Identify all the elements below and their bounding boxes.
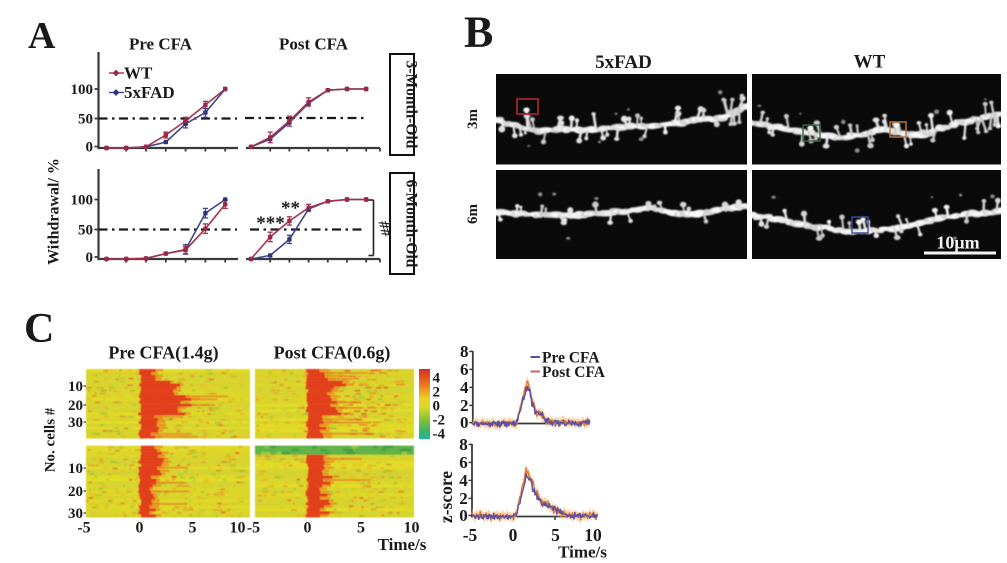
svg-text:50: 50: [78, 223, 93, 239]
svg-text:-5: -5: [247, 520, 260, 537]
svg-text:0: 0: [86, 140, 94, 156]
svg-text:z-score: z-score: [436, 471, 456, 523]
svg-text:30: 30: [68, 415, 83, 431]
svg-text:5: 5: [551, 525, 560, 545]
svg-text:0: 0: [509, 525, 518, 545]
svg-text:Time/s: Time/s: [558, 543, 607, 562]
svg-text:0: 0: [304, 520, 312, 537]
svg-text:100: 100: [71, 193, 94, 209]
svg-text:-5: -5: [463, 525, 478, 545]
svg-text:50: 50: [78, 112, 93, 128]
svg-text:3-Month-Old: 3-Month-Old: [403, 61, 420, 149]
svg-text:5xFAD: 5xFAD: [124, 83, 175, 102]
svg-text:10: 10: [404, 520, 420, 537]
svg-text:0: 0: [459, 506, 468, 525]
svg-text:8: 8: [459, 435, 468, 454]
svg-text:-4: -4: [433, 427, 446, 443]
svg-text:0: 0: [136, 520, 144, 537]
svg-text:10: 10: [584, 525, 602, 545]
svg-text:8: 8: [460, 342, 469, 361]
svg-text:Post CFA: Post CFA: [542, 364, 606, 381]
svg-text:***: ***: [256, 213, 285, 234]
svg-text:5xFAD: 5xFAD: [595, 52, 652, 73]
svg-text:20: 20: [68, 484, 83, 500]
svg-text:Post CFA(0.6g): Post CFA(0.6g): [274, 343, 391, 364]
svg-text:6m: 6m: [465, 204, 481, 225]
svg-text:-5: -5: [77, 520, 90, 537]
svg-text:3m: 3m: [465, 109, 481, 130]
svg-text:Pre CFA: Pre CFA: [542, 350, 600, 367]
svg-text:C: C: [24, 306, 54, 352]
svg-text:No. cells #: No. cells #: [43, 407, 59, 472]
svg-text:WT: WT: [124, 64, 153, 83]
svg-text:100: 100: [71, 82, 94, 98]
svg-text:30: 30: [68, 506, 83, 522]
svg-text:Pre CFA: Pre CFA: [129, 35, 193, 54]
svg-text:Post CFA: Post CFA: [279, 35, 349, 54]
svg-text:-2: -2: [433, 413, 446, 429]
svg-text:**: **: [281, 198, 300, 219]
svg-text:Time/s: Time/s: [378, 535, 427, 554]
svg-text:6: 6: [459, 453, 468, 472]
svg-text:A: A: [28, 15, 56, 57]
svg-text:5: 5: [189, 520, 197, 537]
svg-text:2: 2: [460, 396, 469, 415]
svg-text:6-Month-Old: 6-Month-Old: [403, 180, 420, 268]
svg-text:0: 0: [460, 413, 469, 432]
svg-text:10: 10: [230, 520, 246, 537]
svg-text:10: 10: [68, 379, 83, 395]
svg-text:2: 2: [459, 489, 468, 508]
svg-text:10: 10: [68, 461, 83, 477]
svg-text:0: 0: [433, 399, 441, 415]
svg-text:4: 4: [433, 371, 441, 387]
svg-text:0: 0: [86, 250, 94, 266]
svg-text:5: 5: [357, 520, 365, 537]
svg-text:B: B: [464, 8, 493, 57]
svg-text:10μm: 10μm: [936, 233, 979, 253]
svg-text:Pre CFA(1.4g): Pre CFA(1.4g): [108, 343, 218, 364]
svg-text:Withdrawal/ %: Withdrawal/ %: [46, 158, 63, 265]
svg-text:4: 4: [460, 378, 469, 397]
svg-text:4: 4: [459, 471, 468, 490]
svg-text:20: 20: [68, 398, 83, 414]
svg-text:2: 2: [433, 385, 441, 401]
svg-text:WT: WT: [854, 52, 886, 73]
svg-text:6: 6: [460, 360, 469, 379]
